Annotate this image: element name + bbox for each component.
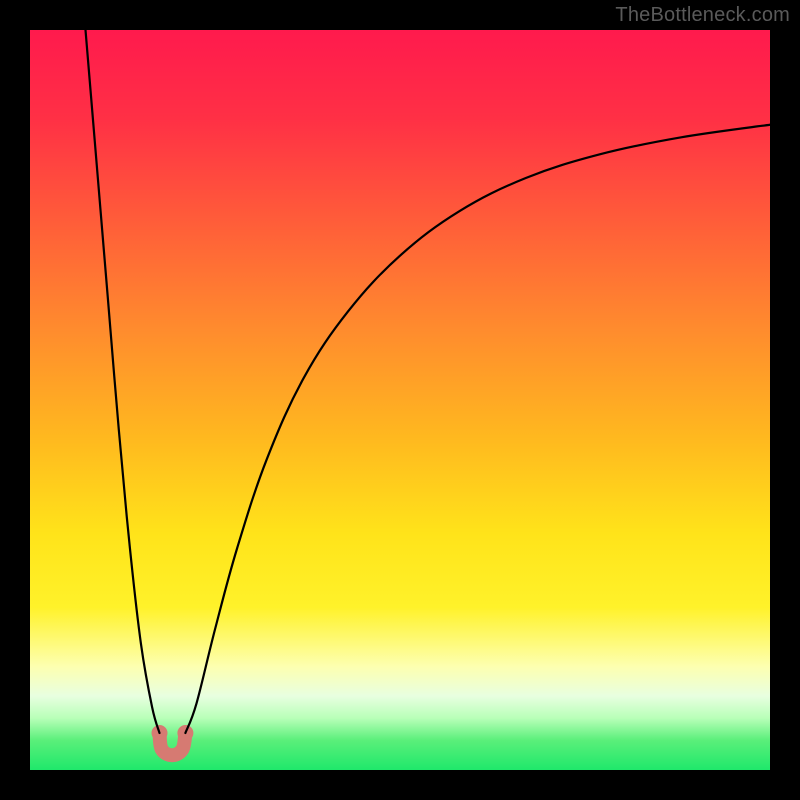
plot-area xyxy=(30,30,770,770)
watermark-text: TheBottleneck.com xyxy=(615,4,790,27)
chart-frame: TheBottleneck.com xyxy=(0,0,800,800)
plot-svg xyxy=(30,30,770,770)
